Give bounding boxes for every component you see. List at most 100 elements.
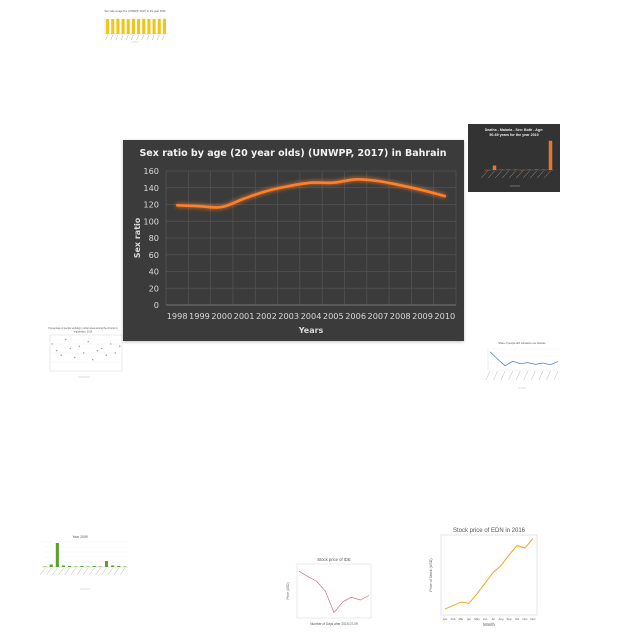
data-point [332, 181, 335, 184]
bar [111, 19, 115, 34]
bar [126, 19, 130, 34]
x-tick-label-stub [508, 370, 513, 381]
thumb-scatter-svg: Percentage of people working in urban ar… [48, 327, 123, 378]
x-tick-label: 2003 [278, 311, 299, 321]
thumb-title: Percentage of people working in urban ar… [48, 327, 118, 330]
thumb-green-svg: Year 2009 [39, 535, 128, 590]
thumbnail-bar-chart-sex-ratio[interactable]: Sex ratio at age five (UNWPP, 2017) in t… [97, 8, 169, 46]
x-tick-label-stub [495, 170, 502, 179]
series-line [489, 351, 559, 367]
x-tick-label-stub [509, 170, 516, 179]
data-point [265, 190, 268, 192]
bar [147, 18, 151, 34]
scatter-point [51, 343, 53, 345]
x-tick-label: 2002 [256, 311, 277, 321]
x-axis-label: Number of Days after 2019-07-09 [310, 622, 358, 626]
scatter-point [60, 354, 62, 356]
thumbnail-blue-line-chart[interactable]: Share of people with substance use disor… [482, 340, 560, 392]
x-tick-label: 2004 [301, 311, 322, 321]
x-tick-label: Dec [531, 617, 537, 621]
x-tick-label-stub [530, 170, 537, 179]
data-point [176, 204, 178, 207]
thumbnail-stock-edn[interactable]: Stock price of EDN in 2016 Jan Feb Mar Apr Ma… [423, 525, 543, 633]
x-tick-label: Mar [459, 617, 464, 621]
x-tick-label-stub [544, 170, 551, 179]
bar [74, 566, 78, 567]
bar [68, 566, 72, 567]
x-tick-label: 2000 [211, 311, 232, 321]
thumbnail-stock-ide[interactable]: Stock price of IDE Number of Days after 2… [283, 555, 375, 627]
bar [117, 566, 121, 567]
x-tick-label-stub [481, 170, 488, 179]
bar [86, 566, 90, 567]
x-tick-label-stub [493, 370, 498, 381]
scatter-point [92, 359, 94, 361]
bar [55, 543, 59, 567]
thumb-edn-svg: Stock price of EDN in 2016 Jan Feb Mar Apr Ma… [429, 528, 538, 627]
y-axis-label: Price of Stock (USD) [429, 558, 433, 591]
thumb-title-line2: registration, 2010 [74, 331, 93, 334]
y-axis-label: Sex ratio [133, 217, 142, 258]
x-tick-label-stub [125, 34, 129, 41]
bar [43, 566, 47, 567]
scatter-point [110, 343, 112, 345]
x-tick-label-stub [500, 370, 506, 381]
y-tick-label: 20 [149, 283, 159, 293]
x-tick-label-stub [82, 567, 89, 576]
x-tick-label: 2007 [368, 311, 389, 321]
series-line [444, 538, 534, 610]
thumb-title: Stock price of EDN in 2016 [453, 528, 526, 534]
thumb-blue-svg: Share of people with substance use disor… [485, 342, 559, 389]
bar [121, 18, 125, 34]
thumb-title: Share of people with substance use disor… [498, 342, 545, 345]
y-tick-label: 120 [143, 200, 159, 210]
thumbnail-bar-chart-deaths[interactable]: Deaths - Malaria - Sex: Both - Age: 50-69… [468, 124, 560, 192]
scatter-point [69, 347, 71, 350]
x-tick-label-stub [553, 370, 559, 381]
x-tick-label: May [474, 617, 480, 621]
data-point [421, 189, 424, 192]
x-tick-label: Nov [523, 617, 529, 621]
scatter-point [114, 352, 116, 354]
data-point [198, 205, 201, 207]
x-tick-label: Jun [483, 617, 488, 621]
x-tick-label-stub [105, 34, 108, 41]
x-tick-label-stub [95, 567, 101, 576]
x-tick-label: Jul [491, 617, 495, 621]
x-tick-label: Jan [443, 617, 448, 621]
y-tick-label: 160 [143, 166, 159, 176]
scatter-point [119, 345, 121, 347]
x-tick-label-stub [523, 370, 529, 381]
data-point [377, 180, 379, 182]
thumbnail-green-bar-chart[interactable]: Year 2009 [30, 533, 132, 593]
data-point [354, 178, 357, 181]
x-tick-label-stub [113, 567, 119, 576]
bar [131, 18, 135, 34]
x-tick-label-stub [107, 567, 113, 576]
thumb-title: Year 2009 [72, 535, 87, 539]
x-tick-label: 1999 [189, 311, 210, 321]
x-tick-label-stub [156, 34, 160, 41]
x-tick-label-stub [120, 34, 124, 41]
x-tick-label-stub [146, 34, 150, 41]
scatter-point [105, 354, 107, 356]
x-tick-label-stub [76, 567, 83, 576]
x-tick-label-stub [89, 567, 95, 576]
x-tick-label-stub [488, 170, 495, 179]
x-tick-label-stub [115, 34, 119, 41]
thumbnail-scatter-chart[interactable]: Percentage of people working in urban ar… [40, 325, 126, 381]
series-line [175, 178, 447, 209]
bar [116, 18, 120, 34]
x-tick-label: Oct [515, 617, 520, 621]
bar [111, 565, 115, 567]
x-tick-label-stub [131, 34, 134, 41]
thumb-yellow-svg: Sex ratio at age five (UNWPP, 2017) in t… [104, 9, 167, 43]
bar [137, 19, 141, 34]
plot-frame [440, 534, 538, 616]
bar [98, 566, 102, 567]
x-tick-label-stub [151, 34, 155, 41]
main-line-chart: Sex ratio by age (20 year olds) (UNWPP, … [123, 140, 464, 341]
series-line [298, 570, 370, 614]
x-tick-label-stub [52, 567, 58, 576]
data-point [310, 181, 312, 184]
